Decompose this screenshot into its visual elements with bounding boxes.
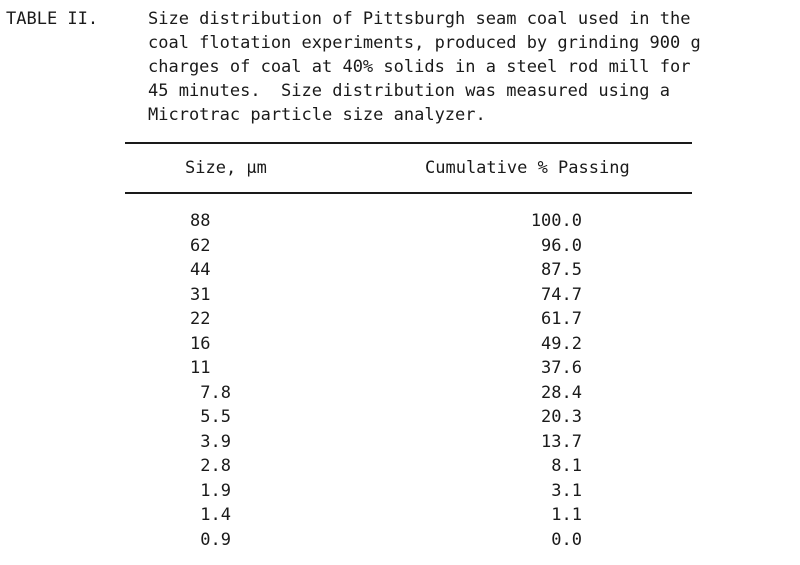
- caption-line: charges of coal at 40% solids in a steel…: [148, 57, 691, 77]
- cell-cumulative-passing: 0.0: [551, 529, 582, 550]
- cell-size: 3.9: [190, 431, 231, 452]
- cell-size: 1.4: [190, 505, 231, 525]
- column-header-cumulative-passing: Cumulative % Passing: [425, 158, 630, 178]
- table-body: 88 100.0 62 96.0 44 87.5 31 74.7 22 61.7 16 49.2 11 3…: [0, 209, 800, 552]
- caption-line: Microtrac particle size analyzer.: [148, 105, 486, 125]
- cell-cumulative-passing: 37.6: [541, 358, 582, 378]
- cell-cumulative-passing: 8.1: [551, 456, 582, 476]
- table-top-rule: [125, 142, 692, 144]
- table-row: 5.5 20.3: [0, 405, 800, 430]
- caption-line: Size distribution of Pittsburgh seam coa…: [148, 9, 691, 29]
- cell-size: 2.8: [190, 456, 231, 476]
- table-header-rule: [125, 192, 692, 194]
- column-header-size: Size, μm: [185, 158, 267, 178]
- table-row: 2.8 8.1: [0, 454, 800, 479]
- cell-cumulative-passing: 74.7: [541, 284, 582, 305]
- table-label: TABLE II.: [6, 9, 99, 29]
- cell-cumulative-passing: 61.7: [541, 309, 582, 329]
- table-row: 31 74.7: [0, 283, 800, 308]
- table-row: 88 100.0: [0, 209, 800, 234]
- cell-cumulative-passing: 49.2: [541, 333, 582, 354]
- table-row: 0.9 0.0: [0, 528, 800, 553]
- cell-cumulative-passing: 13.7: [541, 431, 582, 452]
- table-caption: Size distribution of Pittsburgh seam coa…: [148, 7, 798, 127]
- table-row: 22 61.7: [0, 307, 800, 332]
- cell-size: 7.8: [190, 382, 231, 403]
- table-row: 16 49.2: [0, 332, 800, 357]
- table-row: 1.4 1.1: [0, 503, 800, 528]
- cell-size: 44: [190, 260, 211, 280]
- table-row: 7.8 28.4: [0, 381, 800, 406]
- caption-line: 45 minutes. Size distribution was measur…: [148, 81, 670, 101]
- cell-size: 62: [190, 235, 211, 256]
- cell-cumulative-passing: 100.0: [530, 211, 582, 231]
- cell-cumulative-passing: 96.0: [541, 235, 582, 256]
- table-row: 1.9 3.1: [0, 479, 800, 504]
- cell-size: 0.9: [190, 529, 231, 550]
- cell-size: 22: [190, 309, 211, 329]
- cell-cumulative-passing: 20.3: [541, 407, 582, 427]
- table-row: 11 37.6: [0, 356, 800, 381]
- table-row: 44 87.5: [0, 258, 800, 283]
- cell-size: 88: [190, 211, 211, 231]
- cell-cumulative-passing: 28.4: [541, 382, 582, 403]
- cell-size: 16: [190, 333, 211, 354]
- cell-size: 5.5: [190, 407, 231, 427]
- table-row: 62 96.0: [0, 234, 800, 259]
- cell-size: 31: [190, 284, 211, 305]
- cell-size: 1.9: [190, 480, 231, 501]
- cell-cumulative-passing: 3.1: [551, 480, 582, 501]
- table-row: 3.9 13.7: [0, 430, 800, 455]
- cell-cumulative-passing: 1.1: [551, 505, 582, 525]
- caption-line: coal flotation experiments, produced by …: [148, 33, 701, 53]
- cell-cumulative-passing: 87.5: [541, 260, 582, 280]
- cell-size: 11: [190, 358, 211, 378]
